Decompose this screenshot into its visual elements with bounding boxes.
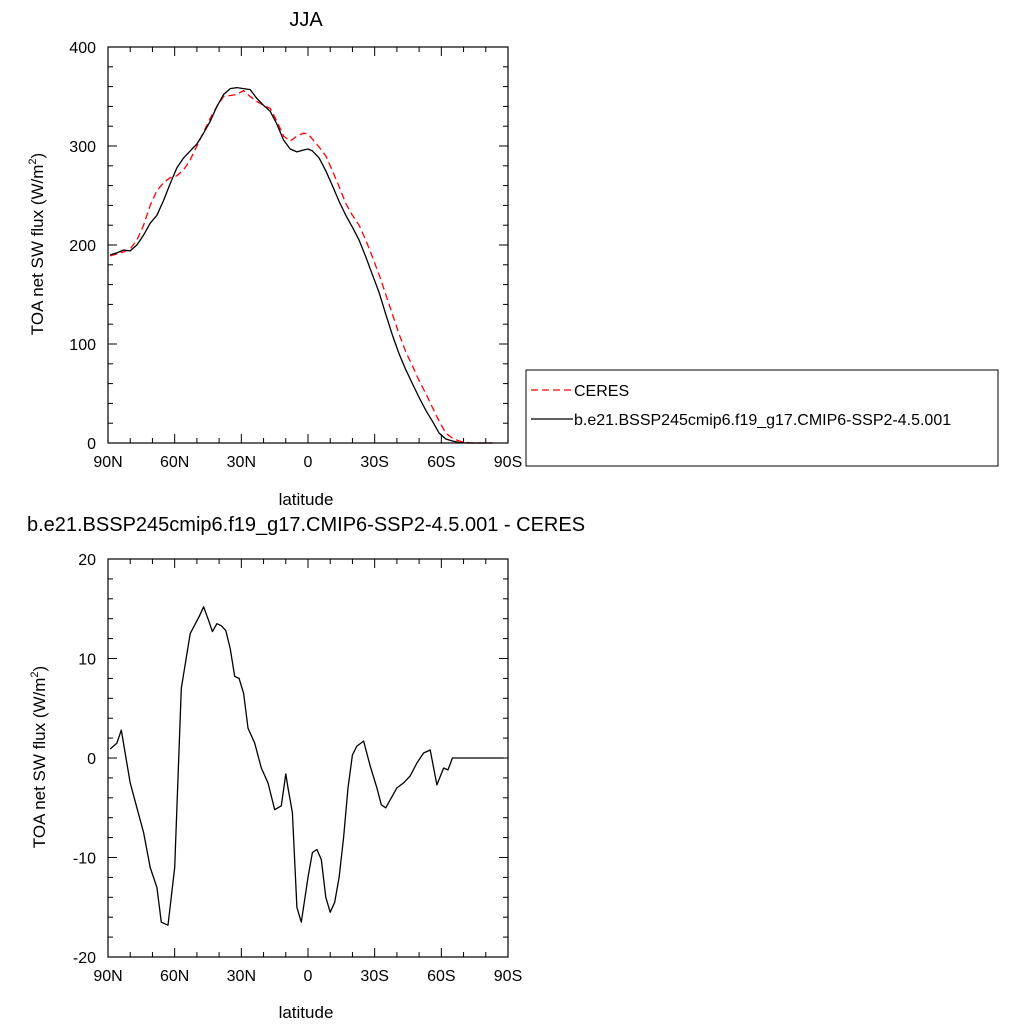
legend-label-ceres: CERES — [574, 383, 629, 400]
y-tick-label: 0 — [87, 436, 96, 453]
y-tick-label: 10 — [78, 652, 96, 669]
panel-2-title: b.e21.BSSP245cmip6.f19_g17.CMIP6-SSP2-4.… — [27, 514, 585, 536]
x-tick-label: 30S — [360, 454, 388, 471]
panel-2-ticks — [107, 558, 509, 958]
panel-1-ylabel-end: ) — [28, 153, 47, 159]
panel-1-ticks — [107, 46, 509, 444]
svg-text:TOA net SW flux (W/m2): TOA net SW flux (W/m2) — [27, 153, 47, 335]
legend-box — [525, 369, 999, 467]
panel-2-series — [109, 606, 504, 926]
panel-2: b.e21.BSSP245cmip6.f19_g17.CMIP6-SSP2-4.… — [27, 514, 585, 1022]
panel-2-plot-frame — [107, 558, 509, 958]
x-tick-label: 90N — [93, 454, 122, 471]
y-tick-label: 200 — [69, 238, 96, 255]
series-line-2-1 — [109, 606, 504, 926]
panel-1-plot-frame — [107, 46, 509, 444]
x-tick-label: 30N — [227, 454, 256, 471]
x-tick-label: 30N — [227, 968, 256, 985]
y-tick-label: 400 — [69, 40, 96, 57]
panel-2-ylabel-end: ) — [30, 666, 49, 672]
x-tick-label: 0 — [304, 968, 313, 985]
panel-1-x-tick-labels: 90N 60N 30N 0 30S 60S 90S — [93, 454, 522, 471]
svg-text:TOA net SW flux (W/m2): TOA net SW flux (W/m2) — [29, 666, 49, 848]
panel-1-title: JJA — [289, 9, 323, 31]
x-tick-label: 90S — [494, 968, 522, 985]
series-line-1-1 — [110, 89, 493, 444]
panel-1-x-axis-label: latitude — [279, 490, 334, 509]
x-tick-label: 60S — [427, 454, 455, 471]
x-tick-label: 0 — [304, 454, 313, 471]
panel-2-y-tick-labels: -20 -10 0 10 20 — [73, 552, 96, 967]
panel-2-ylabel-main: TOA net SW flux (W/m — [30, 678, 49, 849]
legend-label-model: b.e21.BSSP245cmip6.f19_g17.CMIP6-SSP2-4.… — [574, 412, 951, 429]
x-tick-label: 60S — [427, 968, 455, 985]
x-tick-label: 60N — [160, 454, 189, 471]
panel-1-y-tick-labels: 0 100 200 300 400 — [69, 40, 96, 453]
x-tick-label: 30S — [360, 968, 388, 985]
panel-1-ylabel-main: TOA net SW flux (W/m — [28, 165, 47, 336]
x-tick-label: 60N — [160, 968, 189, 985]
panel-2-ylabel-sup: 2 — [29, 671, 41, 677]
panel-1-ylabel-sup: 2 — [27, 158, 39, 164]
panel-1: JJA TOA net SW flux (W/m2) latitude 90N 6… — [27, 9, 522, 509]
x-tick-label: 90S — [494, 454, 522, 471]
x-tick-label: 90N — [93, 968, 122, 985]
series-line-1-2 — [110, 86, 493, 444]
panel-2-y-axis-label: TOA net SW flux (W/m2) — [29, 666, 49, 848]
panel-1-y-axis-label: TOA net SW flux (W/m2) — [27, 153, 47, 335]
y-tick-label: 0 — [87, 751, 96, 768]
y-tick-label: 100 — [69, 337, 96, 354]
panel-2-x-axis-label: latitude — [279, 1003, 334, 1022]
y-tick-label: -10 — [73, 851, 96, 868]
panel-1-series — [110, 86, 493, 444]
panel-2-x-tick-labels: 90N 60N 30N 0 30S 60S 90S — [93, 968, 522, 985]
y-tick-label: 20 — [78, 552, 96, 569]
legend: CERES b.e21.BSSP245cmip6.f19_g17.CMIP6-S… — [525, 369, 999, 467]
y-tick-label: 300 — [69, 139, 96, 156]
y-tick-label: -20 — [73, 950, 96, 967]
